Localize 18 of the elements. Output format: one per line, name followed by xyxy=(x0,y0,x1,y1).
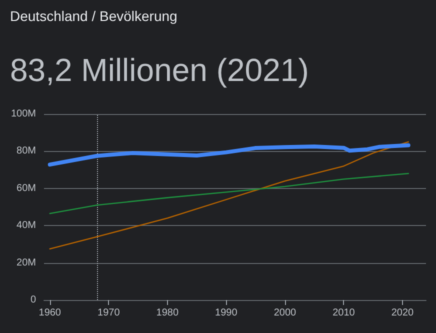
x-tick-label: 2000 xyxy=(274,308,297,318)
y-tick-label: 20M xyxy=(16,257,36,268)
line-series xyxy=(49,172,410,214)
x-tick-label: 1990 xyxy=(215,308,238,318)
y-tick-label: 40M xyxy=(16,220,36,232)
line-series xyxy=(48,143,410,167)
x-tick-label: 1960 xyxy=(38,308,62,318)
x-tick-label: 2010 xyxy=(332,308,356,318)
line-series xyxy=(49,141,410,250)
y-tick-label: 60M xyxy=(16,182,36,194)
x-tick-label: 1980 xyxy=(156,308,179,318)
chart-title: 83,2 Millionen (2021) xyxy=(10,52,309,89)
y-tick-label: 100M xyxy=(10,108,36,120)
x-tick-label: 1970 xyxy=(98,308,120,318)
text: Deutschland / Bevölkerung xyxy=(10,8,178,24)
y-tick-label: 0 xyxy=(30,294,36,306)
x-tick-label: 2020 xyxy=(391,308,414,318)
y-tick-label: 80M xyxy=(16,146,36,157)
